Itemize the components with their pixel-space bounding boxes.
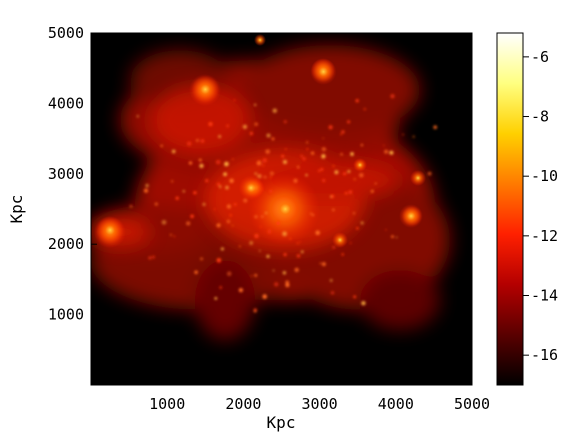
x-tick-label: 4000: [378, 395, 414, 413]
x-tick-label: 1000: [149, 395, 185, 413]
colorbar: [496, 32, 524, 386]
plot-frame: [90, 32, 473, 386]
x-axis: 1000 2000 3000 4000 5000: [149, 379, 490, 413]
y-axis-title: Kpc: [7, 195, 26, 224]
density-field: [91, 34, 450, 340]
x-axis-title: Kpc: [267, 413, 296, 432]
bright-spot: [191, 75, 220, 104]
y-tick-label: 5000: [48, 24, 84, 42]
y-tick-label: 2000: [48, 235, 84, 253]
x-tick-label: 3000: [302, 395, 338, 413]
x-tick-label: 2000: [225, 395, 261, 413]
bright-spot: [238, 175, 264, 201]
colorbar-tick-label: -6: [531, 48, 549, 66]
y-axis: 1000 2000 3000 4000 5000: [48, 24, 97, 324]
colorbar-tick-label: -10: [531, 167, 558, 185]
bright-spot: [310, 58, 337, 85]
y-tick-label: 3000: [48, 165, 84, 183]
bright-spot: [399, 204, 423, 228]
colorbar-tick-label: -8: [531, 108, 549, 126]
x-tick-label: 5000: [454, 395, 490, 413]
colorbar-tick-label: -16: [531, 346, 558, 364]
y-tick-label: 1000: [48, 306, 84, 324]
bright-spot: [96, 216, 124, 244]
y-tick-label: 4000: [48, 94, 84, 112]
colorbar-tick-label: -14: [531, 287, 558, 305]
bright-spot: [270, 194, 301, 224]
colorbar-axis: -6 -8 -10 -12 -14 -16: [523, 48, 558, 364]
colorbar-tick-label: -12: [531, 227, 558, 245]
